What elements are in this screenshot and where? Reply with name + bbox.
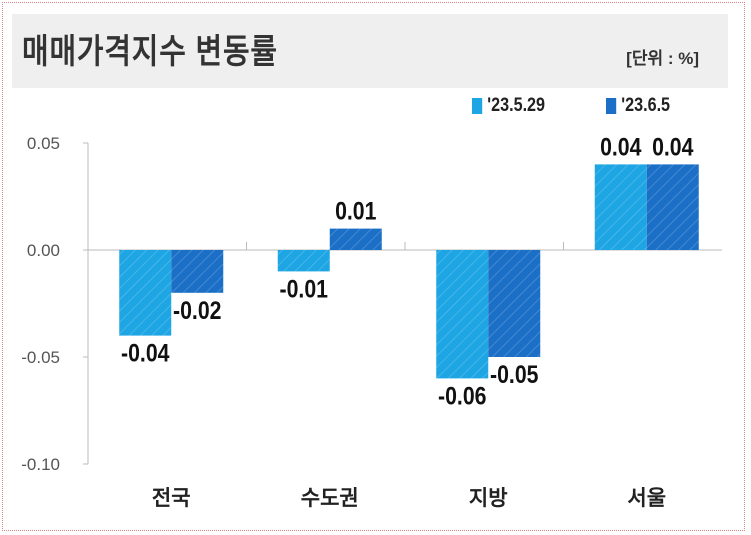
bar-hatch (646, 164, 699, 250)
title-bar (12, 14, 728, 88)
data-label: 0.04 (652, 133, 693, 161)
bar-hatch (594, 164, 647, 250)
data-label: 0.01 (335, 197, 376, 225)
bar-hatch (436, 250, 489, 379)
bar-hatch (329, 228, 382, 250)
y-tick-label: 0.05 (27, 134, 60, 153)
legend-swatch (606, 98, 617, 114)
data-label: 0.04 (600, 133, 641, 161)
x-tick-label: 전국 (152, 486, 191, 510)
chart-title: 매매가격지수 변동률 (22, 33, 278, 71)
data-label: -0.05 (490, 360, 539, 388)
bar-hatch (488, 250, 541, 357)
bar-hatch (277, 250, 330, 272)
frame-border (2, 2, 745, 531)
data-label: -0.04 (121, 339, 170, 367)
unit-label: [단위 : %] (626, 49, 699, 68)
data-label: -0.06 (438, 382, 487, 410)
data-label: -0.02 (173, 296, 221, 324)
data-label: -0.01 (280, 275, 329, 303)
legend-item-2: '23.6.5 (606, 95, 670, 117)
legend-item-1: '23.5.29 (472, 95, 545, 117)
legend-swatch (472, 98, 483, 114)
legend-label: '23.6.5 (621, 95, 671, 116)
y-tick-label: 0.00 (27, 241, 60, 260)
y-tick-label: -0.10 (21, 455, 60, 474)
x-tick-label: 지방 (469, 486, 508, 510)
legend-label: '23.5.29 (487, 95, 546, 116)
x-tick-label: 서울 (627, 486, 666, 510)
x-tick-label: 수도권 (301, 486, 359, 510)
bar-hatch (171, 250, 224, 293)
y-tick-label: -0.05 (21, 348, 60, 367)
bar-hatch (119, 250, 172, 336)
